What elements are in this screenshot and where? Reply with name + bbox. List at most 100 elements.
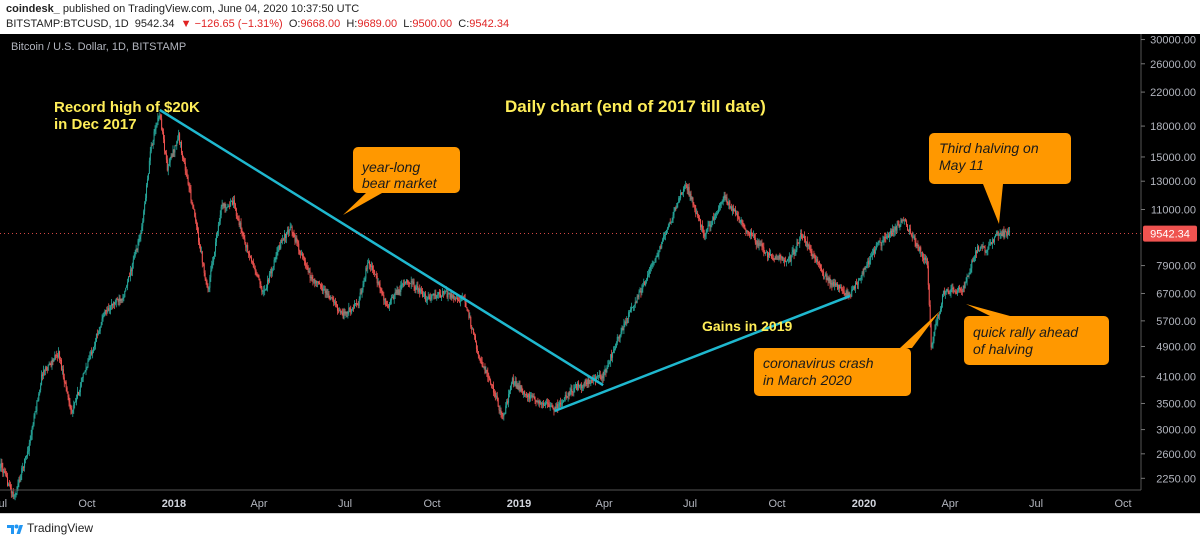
candle-body xyxy=(778,255,780,259)
tradingview-logo-icon[interactable] xyxy=(6,521,24,535)
y-tick-label: 11000.00 xyxy=(1151,205,1196,217)
candle-body xyxy=(588,379,590,384)
candle-body xyxy=(651,264,653,267)
candle-body xyxy=(439,292,441,294)
candle-body xyxy=(342,312,344,319)
candle-body xyxy=(208,287,210,290)
candle-body xyxy=(718,205,720,209)
candle-body xyxy=(245,242,247,248)
candle-body xyxy=(18,479,20,484)
candle-body xyxy=(912,237,914,239)
candle-body xyxy=(521,386,523,392)
candle-body xyxy=(381,291,383,295)
price-chart[interactable]: Bitcoin / U.S. Dollar, 1D, BITSTAMP Dail… xyxy=(0,34,1200,513)
candle-body xyxy=(665,229,667,235)
candle-body xyxy=(769,254,771,256)
candle-body xyxy=(278,245,280,251)
candle-body xyxy=(319,283,321,285)
candle-body xyxy=(652,262,654,265)
candle-body xyxy=(970,268,972,273)
candle-body xyxy=(639,291,641,292)
candle-body xyxy=(850,295,852,297)
y-tick-label: 3500.00 xyxy=(1156,398,1196,410)
price-axis[interactable]: 30000.00 26000.00 22000.00 18000.00 15000.00… xyxy=(1141,35,1196,486)
candle-body xyxy=(785,261,787,263)
candle-body xyxy=(229,205,231,207)
candle-body xyxy=(788,256,790,259)
candle-body xyxy=(411,281,413,283)
candle-body xyxy=(442,290,444,294)
last-price-box xyxy=(1143,225,1197,242)
candle-body xyxy=(406,280,408,283)
candle-body xyxy=(426,299,428,301)
candle-body xyxy=(103,315,105,317)
y-tick-label: 5700.00 xyxy=(1156,316,1196,328)
candle-body xyxy=(58,351,60,358)
candle-body xyxy=(620,331,622,336)
chart-header: coindesk_ published on TradingView.com, … xyxy=(0,0,1200,34)
candle-body xyxy=(198,232,200,242)
candle-body xyxy=(552,406,554,409)
candle-body xyxy=(545,402,547,404)
candle-body xyxy=(537,400,539,404)
candle-body xyxy=(324,289,326,294)
candle-body xyxy=(583,385,585,387)
candle-body xyxy=(1001,233,1003,236)
candle-body xyxy=(9,484,11,489)
candle-body xyxy=(488,377,490,379)
candle-body xyxy=(701,225,703,230)
candle-body xyxy=(77,391,79,399)
candle-body xyxy=(87,360,89,368)
candle-body xyxy=(841,289,843,290)
candle-body xyxy=(762,246,764,248)
candle-body xyxy=(892,229,894,233)
candle-body xyxy=(283,239,285,241)
candle-body xyxy=(561,403,563,405)
y-tick-label: 7900.00 xyxy=(1156,261,1196,273)
candle-body xyxy=(410,281,412,285)
candle-body xyxy=(368,261,370,264)
candle-body xyxy=(210,270,212,278)
time-axis[interactable]: Jul Oct 2018 Apr Jul Oct 2019 Apr Jul Oct 2020 Apr J… xyxy=(0,498,1132,510)
candle-body xyxy=(753,234,755,238)
candle-body xyxy=(972,260,974,262)
candle-body xyxy=(354,303,356,304)
candle-body xyxy=(872,249,874,254)
candle-body xyxy=(390,297,392,301)
candle-body xyxy=(275,255,277,260)
candle-body xyxy=(398,290,400,295)
candle-body xyxy=(302,253,304,257)
candle-body xyxy=(518,385,520,390)
candle-body xyxy=(501,412,503,415)
candle-body xyxy=(440,293,442,298)
last-price: 9542.34 xyxy=(134,18,175,30)
candle-body xyxy=(563,397,565,401)
candle-body xyxy=(181,141,183,154)
candle-body xyxy=(79,386,81,393)
candle-body xyxy=(512,378,514,385)
candle-body xyxy=(558,406,560,409)
candle-body xyxy=(502,414,504,417)
candle-body xyxy=(188,184,190,188)
author-name[interactable]: coindesk_ xyxy=(6,3,60,15)
candle-body xyxy=(451,293,453,298)
candle-body xyxy=(427,296,429,300)
candle-body xyxy=(870,256,872,261)
candle-body xyxy=(968,273,970,277)
candle-body xyxy=(176,141,178,146)
candle-body xyxy=(827,277,829,281)
candle-body xyxy=(750,232,752,236)
candle-body xyxy=(45,367,47,370)
candle-body xyxy=(222,204,224,206)
candle-body xyxy=(107,308,109,312)
candle-body xyxy=(366,268,368,270)
candle-body xyxy=(990,242,992,244)
candle-body xyxy=(628,312,630,319)
candle-body xyxy=(267,279,269,282)
candle-body xyxy=(657,254,659,257)
candle-body xyxy=(111,303,113,306)
tradingview-brand[interactable]: TradingView xyxy=(27,521,94,535)
candle-body xyxy=(482,365,484,368)
candle-body xyxy=(660,246,662,248)
candle-body xyxy=(730,206,732,208)
